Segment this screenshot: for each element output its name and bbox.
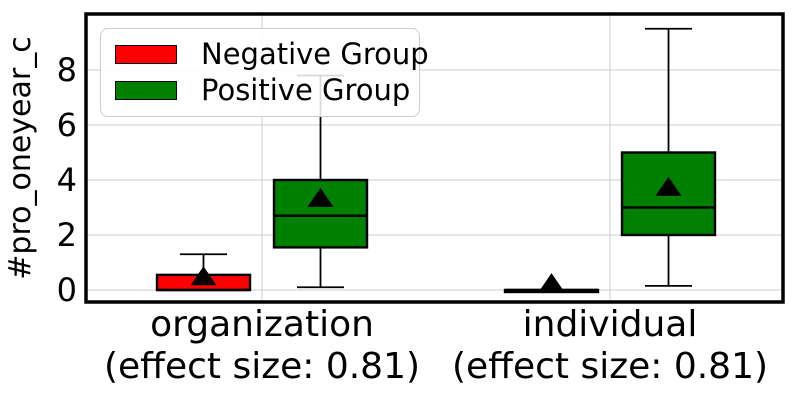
- x-tick-label-individual: individual: [523, 304, 698, 345]
- x-tick-sublabel-organization: (effect size: 0.81): [104, 346, 420, 387]
- x-tick-sublabel-individual: (effect size: 0.81): [452, 346, 768, 387]
- y-tick-label: 8: [57, 51, 77, 89]
- mean-marker-icon-negative-individual: [538, 273, 565, 293]
- negative-group-swatch-icon: [115, 45, 177, 64]
- y-tick-label: 6: [57, 106, 77, 144]
- y-tick-label: 4: [57, 161, 77, 199]
- y-tick-label: 0: [57, 271, 77, 309]
- y-axis-label: #pro_oneyear_c: [3, 36, 38, 279]
- mean-marker-icon-positive-individual: [655, 176, 682, 196]
- x-tick-label-organization: organization: [150, 304, 374, 345]
- positive-group-swatch-icon: [115, 81, 177, 100]
- legend-label: Positive Group: [201, 73, 411, 107]
- y-tick-label: 2: [57, 216, 77, 254]
- legend: Negative Group Positive Group: [100, 28, 429, 117]
- legend-label: Negative Group: [201, 37, 429, 71]
- legend-item-positive-group: Positive Group: [115, 76, 410, 105]
- mean-marker-icon-positive-organization: [307, 187, 334, 207]
- plot-border: [84, 12, 785, 304]
- legend-item-negative-group: Negative Group: [115, 40, 429, 69]
- mean-marker-icon-negative-organization: [190, 266, 217, 286]
